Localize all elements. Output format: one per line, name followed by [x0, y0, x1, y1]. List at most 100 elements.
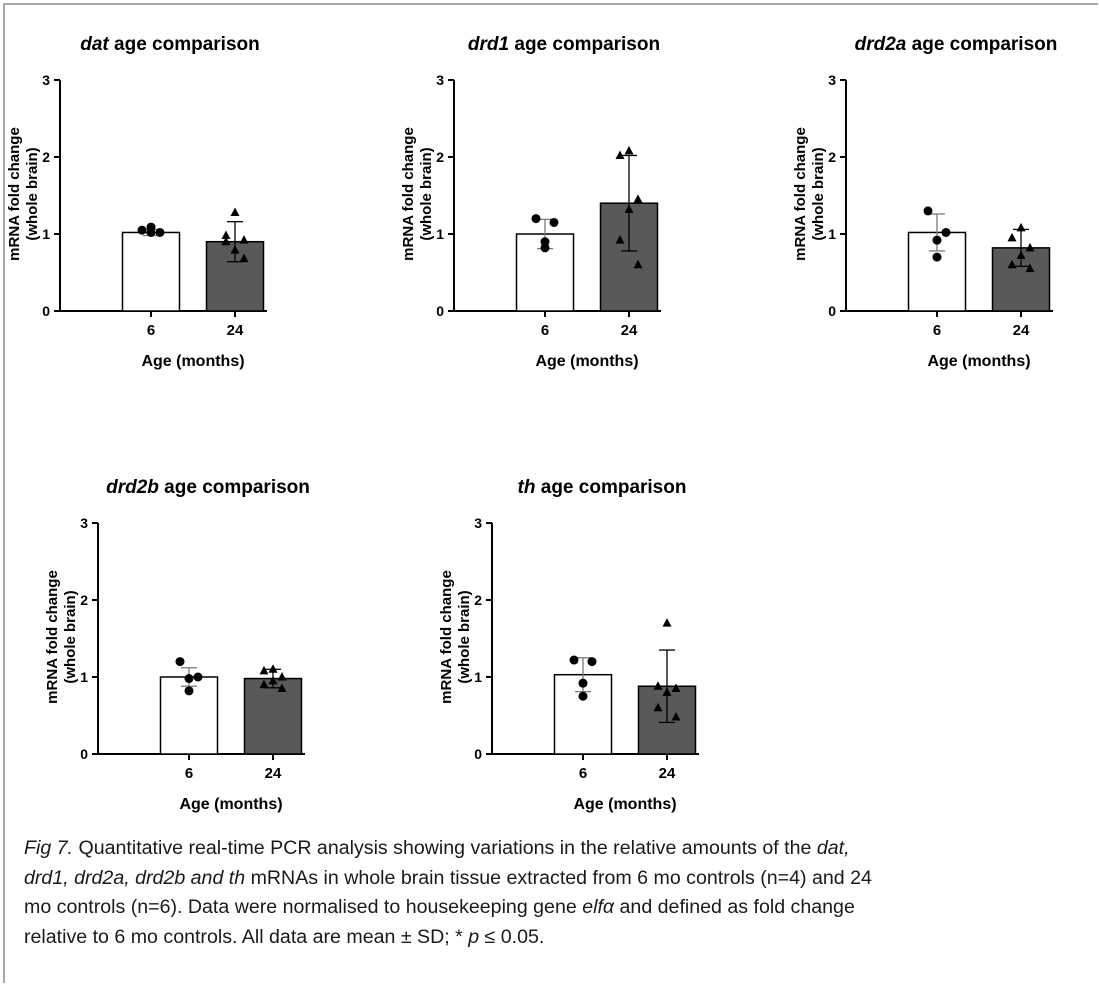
data-point	[230, 207, 240, 216]
caption-gene: dat,	[816, 837, 850, 859]
data-point	[932, 252, 942, 262]
data-point	[268, 675, 278, 685]
data-point	[259, 679, 269, 689]
data-point	[239, 253, 249, 263]
data-point	[549, 217, 559, 227]
data-point	[653, 681, 663, 690]
chart-title: th age comparison	[518, 477, 687, 498]
chart-title-gene: drd2a	[855, 34, 907, 55]
caption-p: p	[468, 925, 480, 948]
caption-line-1: Fig 7. Quantitative real-time PCR analys…	[24, 834, 1092, 864]
chart-panel-dat: dat age comparison 0 1 2 3 mRNA fold change (w…	[6, 34, 267, 370]
y-axis-label: (whole brain)	[810, 147, 827, 240]
y-axis-label: mRNA fold change	[44, 570, 61, 704]
data-point	[923, 206, 933, 216]
caption-text: mo controls (n=6). Data were normalised …	[24, 896, 583, 918]
data-point	[1016, 250, 1026, 260]
bar-24	[243, 677, 303, 755]
x-axis-label: Age (months)	[927, 353, 1030, 370]
data-point	[578, 691, 588, 701]
data-point	[671, 712, 681, 721]
data-point	[587, 657, 597, 667]
data-point	[239, 235, 249, 244]
caption-fig-label: Fig 7.	[24, 837, 74, 859]
y-axis-label: mRNA fold change	[400, 127, 417, 261]
data-point	[624, 204, 634, 213]
chart-title: drd1 age comparison	[468, 34, 660, 55]
data-point	[624, 145, 634, 155]
chart-panel-drd2b: drd2b age comparison 0 1 2 3 mRNA fold change…	[44, 477, 310, 813]
data-point	[1025, 242, 1035, 252]
caption-line-2: drd1, drd2a, drd2b and th mRNAs in whole…	[24, 864, 1092, 894]
data-point	[540, 243, 550, 253]
y-axis-label: mRNA fold change	[6, 127, 23, 261]
chart-title-suffix: age comparison	[159, 477, 310, 498]
x-axis-label: Age (months)	[141, 353, 244, 370]
y-axis-label: mRNA fold change	[792, 127, 809, 261]
x-tick-label: 24	[265, 765, 282, 782]
data-point	[184, 686, 194, 696]
chart-title: dat age comparison	[80, 34, 260, 55]
x-axis-label: Age (months)	[535, 353, 638, 370]
y-tick-label: 2	[828, 149, 836, 165]
y-axis-label: (whole brain)	[62, 590, 79, 683]
x-axis-label: Age (months)	[179, 796, 282, 813]
data-point	[569, 655, 579, 665]
data-point	[221, 236, 231, 246]
chart-title-suffix: age comparison	[906, 34, 1057, 55]
caption-text: relative to 6 mo controls. All data are …	[24, 925, 469, 948]
y-tick-label: 2	[436, 149, 444, 165]
y-tick-label: 1	[474, 669, 482, 685]
y-tick-label: 3	[436, 72, 444, 88]
data-point	[155, 227, 165, 237]
chart-panel-th: th age comparison 0 1 2 3 mRNA fold change (wh…	[438, 477, 699, 813]
x-tick-label: 6	[541, 322, 549, 339]
data-point	[615, 150, 625, 159]
x-tick-label: 24	[227, 322, 244, 339]
x-tick-label: 24	[659, 765, 676, 782]
data-point	[1025, 263, 1035, 273]
y-tick-label: 2	[80, 592, 88, 608]
chart-title-suffix: age comparison	[535, 477, 686, 498]
data-point	[259, 665, 269, 675]
figure-caption: Fig 7. Quantitative real-time PCR analys…	[24, 834, 1092, 952]
x-tick-label: 24	[621, 322, 638, 339]
y-tick-label: 1	[828, 226, 836, 242]
y-axis-label: mRNA fold change	[438, 570, 455, 704]
bar-6	[121, 231, 181, 312]
y-tick-label: 0	[828, 303, 836, 319]
chart-title: drd2a age comparison	[855, 34, 1058, 55]
y-tick-label: 1	[436, 226, 444, 242]
y-tick-label: 3	[828, 72, 836, 88]
data-point	[540, 237, 550, 247]
chart-panel-drd2a: drd2a age comparison 0 1 2 3 mRNA fold change…	[792, 34, 1057, 370]
y-tick-label: 2	[42, 149, 50, 165]
data-point	[230, 245, 240, 254]
data-point	[633, 194, 643, 203]
chart-title: drd2b age comparison	[106, 477, 310, 498]
chart-title-suffix: age comparison	[109, 34, 260, 55]
data-point	[268, 664, 278, 673]
data-point	[531, 214, 541, 224]
data-point	[653, 702, 663, 712]
x-tick-label: 6	[579, 765, 587, 782]
data-point	[633, 259, 643, 269]
data-point	[941, 227, 951, 237]
y-tick-label: 0	[42, 303, 50, 319]
y-axis-label: (whole brain)	[418, 147, 435, 240]
y-tick-label: 0	[436, 303, 444, 319]
data-point	[1007, 259, 1017, 269]
x-tick-label: 24	[1013, 322, 1030, 339]
caption-line-4: relative to 6 mo controls. All data are …	[24, 923, 1092, 953]
chart-panel-drd1: drd1 age comparison 0 1 2 3 mRNA fold change(…	[400, 34, 661, 370]
data-point	[221, 230, 231, 240]
data-point	[175, 657, 185, 667]
y-tick-label: 0	[474, 746, 482, 762]
y-tick-label: 3	[42, 72, 50, 88]
y-tick-label: 2	[474, 592, 482, 608]
data-point	[615, 235, 625, 244]
data-point	[146, 222, 156, 232]
y-tick-label: 1	[80, 669, 88, 685]
data-point	[277, 672, 287, 681]
